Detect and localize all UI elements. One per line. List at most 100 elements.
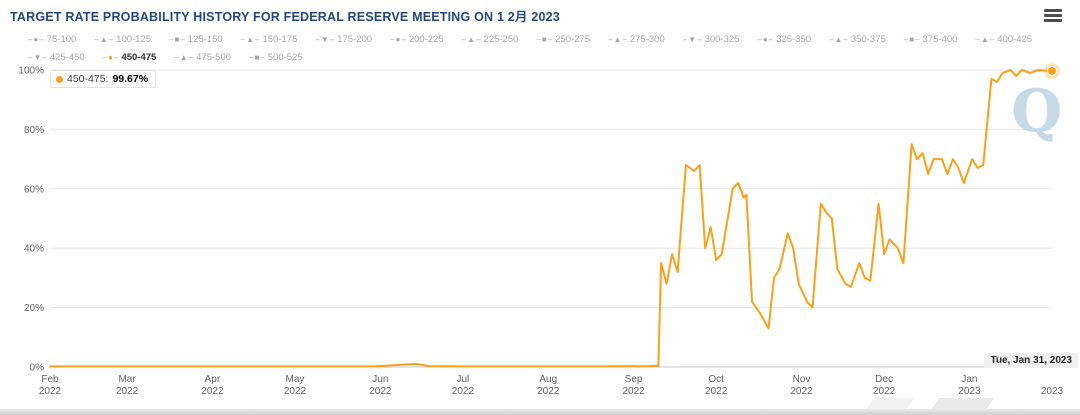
legend-item-375-400[interactable]: ■375-400	[904, 34, 958, 46]
circle-marker-icon: ●	[390, 34, 406, 46]
x-axis-label: 2022	[116, 386, 139, 397]
footer-strip	[0, 409, 1080, 415]
legend-item-450-475[interactable]: ●450-475	[103, 52, 157, 64]
x-axis-label: 2022	[705, 386, 728, 397]
legend-item-475-500[interactable]: ▲475-500	[174, 52, 231, 64]
x-axis-label: 2022	[622, 386, 645, 397]
crosshair-date-label: Tue, Jan 31, 2023	[984, 353, 1078, 368]
legend-item-250-275[interactable]: ■250-275	[536, 34, 590, 46]
legend-item-300-325[interactable]: ▼300-325	[683, 34, 740, 46]
triangle-marker-icon: ▲	[829, 34, 848, 46]
legend-item-label: 475-500	[196, 52, 232, 63]
legend-item-label: 375-400	[922, 34, 958, 45]
legend-item-175-200[interactable]: ▼175-200	[315, 34, 372, 46]
triangle-down-marker-icon: ▼	[28, 52, 47, 64]
x-axis-label: 2022	[452, 386, 475, 397]
triangle-marker-icon: ▲	[462, 34, 481, 46]
tooltip-value: 99.67%	[112, 73, 149, 85]
legend: ●75-100▲100-125■125-150▲150-175▼175-200●…	[28, 34, 1058, 67]
x-axis-label: 2022	[537, 386, 560, 397]
x-axis-label: 2023	[958, 386, 981, 397]
legend-item-350-375[interactable]: ▲350-375	[829, 34, 886, 46]
y-axis-label: 60%	[24, 184, 44, 195]
x-axis-label: 2022	[201, 386, 224, 397]
square-marker-icon: ■	[249, 52, 265, 64]
x-axis-label: Aug	[539, 374, 557, 385]
circle-marker-icon: ●	[103, 52, 119, 64]
legend-item-label: 300-325	[704, 34, 740, 45]
x-axis-label: Apr	[205, 374, 221, 385]
x-axis-label: Dec	[875, 374, 893, 385]
y-axis-label: 20%	[24, 303, 44, 314]
legend-item-500-525[interactable]: ■500-525	[249, 52, 303, 64]
triangle-marker-icon: ▲	[241, 34, 260, 46]
legend-item-label: 250-275	[555, 34, 591, 45]
triangle-marker-icon: ▲	[174, 52, 193, 64]
hamburger-menu-icon[interactable]	[1044, 9, 1064, 25]
quikstrike-watermark-icon: Q	[1011, 77, 1062, 145]
legend-item-label: 400-425	[997, 34, 1033, 45]
x-axis-label: Jul	[457, 374, 470, 385]
y-axis-label: 0%	[30, 363, 45, 374]
legend-item-label: 175-200	[337, 34, 373, 45]
legend-item-425-450[interactable]: ▼425-450	[28, 52, 85, 64]
legend-item-label: 75-100	[46, 34, 77, 45]
x-axis-label: May	[286, 374, 305, 385]
legend-item-400-425[interactable]: ▲400-425	[975, 34, 1032, 46]
chart-plot[interactable]: 0%20%40%60%80%100%Feb2022Mar2022Apr2022M…	[0, 62, 1080, 407]
x-axis-label: Jun	[372, 374, 388, 385]
series-tooltip: 450-475: 99.67%	[50, 70, 157, 88]
legend-item-125-150[interactable]: ■125-150	[169, 34, 223, 46]
legend-item-200-225[interactable]: ●200-225	[390, 34, 444, 46]
series-end-marker	[1047, 65, 1057, 76]
x-axis-label: 2022	[873, 386, 896, 397]
legend-item-label: 125-150	[187, 34, 223, 45]
legend-item-label: 200-225	[408, 34, 444, 45]
tooltip-series-label: 450-475:	[67, 73, 109, 85]
triangle-down-marker-icon: ▼	[683, 34, 702, 46]
legend-item-label: 325-350	[776, 34, 812, 45]
x-axis-label: 2022	[284, 386, 307, 397]
x-axis-label: Oct	[708, 374, 724, 385]
legend-item-label: 500-525	[267, 52, 303, 63]
legend-item-150-175[interactable]: ▲150-175	[241, 34, 298, 46]
triangle-marker-icon: ▲	[975, 34, 994, 46]
x-axis-label: Jan	[961, 374, 977, 385]
legend-item-label: 100-125	[116, 34, 152, 45]
legend-item-275-300[interactable]: ▲275-300	[608, 34, 665, 46]
x-axis-label: Nov	[793, 374, 811, 385]
plot-area: 0% 20% 40% 60% 80% 100% Feb 2022 Mar 2022 Apr 2022 M…	[0, 62, 1080, 407]
chart-header: TARGET RATE PROBABILITY HISTORY FOR FEDE…	[0, 0, 1080, 28]
square-marker-icon: ■	[536, 34, 552, 46]
legend-item-label: 150-175	[262, 34, 298, 45]
triangle-down-marker-icon: ▼	[315, 34, 334, 46]
x-axis-label: 2022	[790, 386, 813, 397]
legend-item-label: 275-300	[629, 34, 665, 45]
legend-item-325-350[interactable]: ●325-350	[757, 34, 811, 46]
x-axis-label: Feb	[41, 374, 59, 385]
y-axis-label: 100%	[18, 66, 44, 77]
legend-item-label: 450-475	[121, 52, 157, 63]
x-axis-label: Mar	[118, 374, 136, 385]
series-line-450-475[interactable]	[49, 69, 1053, 368]
legend-item-label: 225-250	[483, 34, 519, 45]
square-marker-icon: ■	[169, 34, 185, 46]
triangle-marker-icon: ▲	[608, 34, 627, 46]
series-marker-dot	[56, 75, 63, 83]
legend-item-label: 350-375	[850, 34, 886, 45]
circle-marker-icon: ●	[28, 34, 44, 46]
square-marker-icon: ■	[904, 34, 920, 46]
legend-item-100-125[interactable]: ▲100-125	[94, 34, 151, 46]
legend-item-225-250[interactable]: ▲225-250	[462, 34, 519, 46]
x-axis-label: 2023	[1041, 386, 1064, 397]
y-axis-label: 80%	[24, 125, 44, 136]
triangle-marker-icon: ▲	[94, 34, 113, 46]
x-axis-label: Sep	[625, 374, 643, 385]
x-axis-label: 2022	[369, 386, 392, 397]
chart-title: TARGET RATE PROBABILITY HISTORY FOR FEDE…	[10, 10, 560, 24]
legend-item-label: 425-450	[49, 52, 85, 63]
legend-item-75-100[interactable]: ●75-100	[28, 34, 76, 46]
x-axis-label: 2022	[39, 386, 62, 397]
y-axis-label: 40%	[24, 244, 44, 255]
